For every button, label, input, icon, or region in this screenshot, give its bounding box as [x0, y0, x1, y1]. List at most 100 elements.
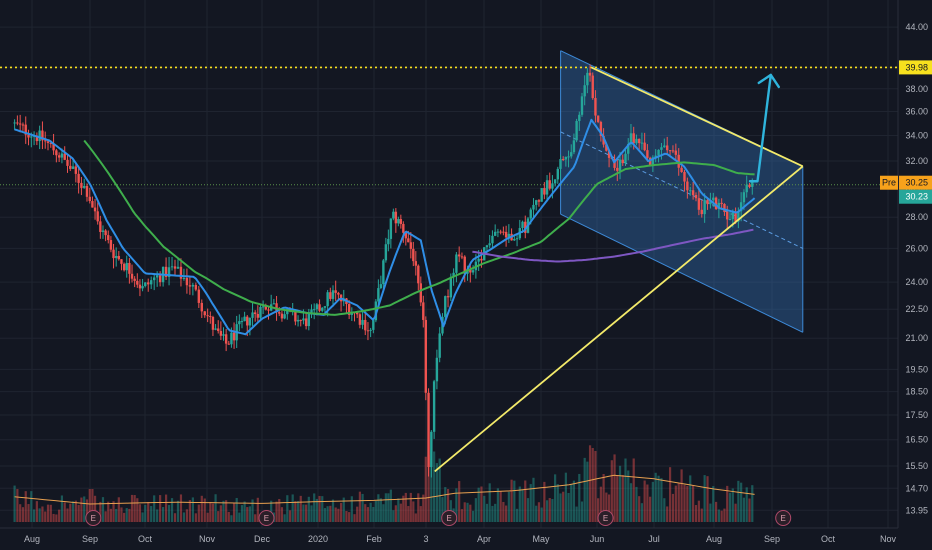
candle-body	[294, 311, 297, 322]
candle-body	[170, 266, 174, 268]
volume-bar	[618, 465, 622, 522]
candle-body	[460, 256, 464, 258]
candle-body	[646, 150, 649, 158]
candle-body	[38, 130, 41, 142]
candle-body	[219, 331, 223, 336]
volume-bar	[471, 510, 475, 522]
candle-body	[382, 260, 385, 285]
volume-bar	[485, 503, 489, 522]
resistance-price-badge-value: 39.98	[905, 62, 928, 72]
candle-body	[435, 357, 439, 382]
volume-bar	[513, 480, 516, 522]
candle-body	[666, 145, 669, 151]
volume-bar	[323, 508, 327, 522]
candle-body	[712, 197, 715, 201]
volume-bar	[412, 501, 415, 522]
candle-body	[567, 156, 570, 158]
volume-bar	[337, 508, 340, 522]
volume-bar	[32, 509, 36, 522]
volume-bar	[441, 497, 444, 522]
candle-body	[374, 301, 378, 321]
volume-bar	[305, 504, 308, 522]
volume-bar	[176, 500, 180, 522]
volume-bar	[318, 495, 321, 522]
volume-bar	[136, 498, 139, 522]
candle-body	[432, 381, 436, 432]
candle-body	[206, 315, 209, 317]
volume-bar	[505, 505, 508, 522]
candle-body	[663, 145, 666, 148]
volume-bar	[621, 475, 624, 522]
candle-body	[457, 254, 461, 257]
candle-body	[107, 235, 110, 241]
volume-bar	[570, 484, 573, 522]
candle-body	[637, 138, 641, 144]
volume-bar	[674, 485, 677, 522]
candle-body	[751, 181, 754, 187]
candle-body	[660, 147, 663, 150]
volume-bar	[586, 461, 589, 522]
volume-bar	[474, 498, 477, 522]
volume-bar	[712, 486, 715, 522]
volume-bar	[203, 498, 206, 522]
candle-body	[104, 230, 107, 236]
y-tick-label: 32.00	[905, 156, 928, 166]
volume-bar	[382, 504, 385, 522]
volume-bar	[130, 494, 134, 522]
volume-bar	[238, 512, 241, 522]
volume-bar	[138, 504, 142, 522]
candle-body	[71, 166, 75, 169]
volume-bar	[737, 480, 740, 522]
earnings-marker	[441, 510, 458, 526]
volume-bar	[164, 494, 168, 522]
candle-body	[377, 288, 380, 302]
candle-body	[264, 306, 268, 310]
candle-body	[46, 141, 50, 143]
descending-channel	[560, 50, 804, 333]
volume-bar	[112, 501, 115, 522]
candle-body	[583, 85, 586, 97]
candle-body	[588, 72, 592, 76]
earnings-marker-label: E	[603, 514, 608, 523]
volume-bar	[369, 502, 372, 522]
candle-body	[627, 144, 630, 154]
candle-body	[24, 124, 27, 135]
candle-body	[605, 144, 608, 151]
candle-body	[167, 267, 171, 277]
candle-body	[399, 219, 403, 224]
candle-body	[88, 196, 91, 202]
volume-bar	[240, 505, 244, 522]
volume-bar	[254, 514, 257, 522]
volume-bar	[91, 489, 94, 522]
candle-body	[657, 149, 660, 156]
volume-bar	[80, 497, 83, 522]
volume-bar	[197, 504, 200, 522]
earnings-marker	[258, 510, 275, 526]
candle-body	[532, 204, 535, 210]
volume-bar	[597, 498, 600, 522]
y-tick-label: 21.00	[905, 333, 928, 343]
candle-body	[16, 122, 19, 124]
candle-body	[414, 261, 418, 266]
volume-bar	[120, 507, 123, 522]
volume-bar	[30, 491, 33, 522]
volume-bar	[214, 494, 217, 522]
y-tick-label: 22.50	[905, 304, 928, 314]
candle-body	[182, 277, 186, 279]
volume-bar	[460, 509, 464, 522]
candle-body	[717, 202, 721, 210]
time-axis[interactable]: Aug Sep Oct Nov Dec 2020 Feb 3 Apr May Jun Jul Aug Se…	[24, 534, 897, 544]
volume-bar	[745, 487, 748, 522]
candle-body	[502, 231, 505, 233]
candle-body	[720, 202, 723, 205]
volume-bar	[496, 488, 500, 522]
volume-bar	[706, 476, 709, 522]
candle-body	[594, 98, 597, 116]
volume-bar	[430, 459, 433, 522]
candle-body	[455, 254, 458, 273]
volume-bar	[227, 511, 230, 522]
x-tick-label: Nov	[199, 534, 216, 544]
volume-bar	[616, 475, 619, 522]
candle-body	[412, 248, 415, 262]
